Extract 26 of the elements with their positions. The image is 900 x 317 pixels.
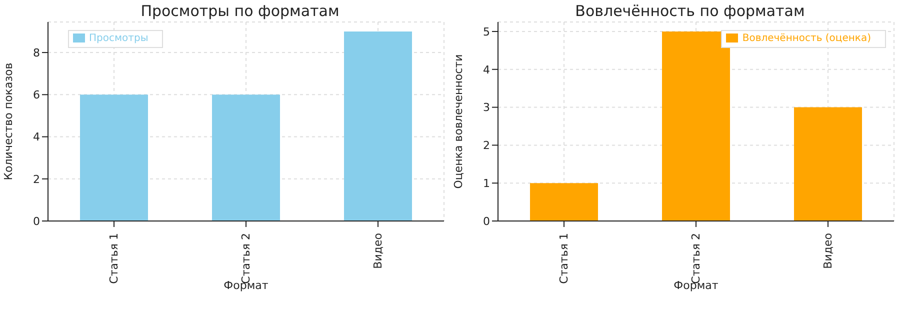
y-tick-label: 2: [33, 172, 40, 186]
y-tick-label: 5: [483, 25, 490, 38]
y-tick-label: 4: [483, 63, 490, 76]
bar: [662, 31, 730, 221]
x-tick-label: Статья 1: [558, 233, 570, 284]
y-tick-label: 3: [483, 101, 490, 114]
x-tick-label: Статья 2: [690, 233, 702, 284]
chart-title: Просмотры по форматам: [140, 2, 340, 20]
chart-title: Вовлечённость по форматам: [574, 2, 806, 20]
y-axis-title: Оценка вовлеченности: [452, 54, 465, 189]
x-tick-label: Статья 1: [108, 233, 120, 284]
y-tick-label: 6: [33, 88, 40, 102]
x-tick-label: Видео: [822, 232, 834, 269]
y-tick-label: 4: [33, 130, 40, 144]
bar: [794, 107, 862, 221]
y-axis-title: Количество показов: [2, 62, 15, 180]
x-tick-label: Статья 2: [240, 233, 252, 284]
y-tick-label: 2: [483, 139, 490, 152]
legend-label: Просмотры: [89, 33, 148, 44]
y-tick-label: 0: [483, 214, 490, 228]
bar: [530, 183, 598, 221]
x-tick-label: Видео: [372, 232, 384, 269]
legend-label: Вовлечённость (оценка): [742, 33, 871, 44]
y-tick-label: 8: [33, 46, 40, 60]
y-tick-label: 0: [33, 214, 40, 228]
y-tick-label: 1: [483, 177, 490, 190]
